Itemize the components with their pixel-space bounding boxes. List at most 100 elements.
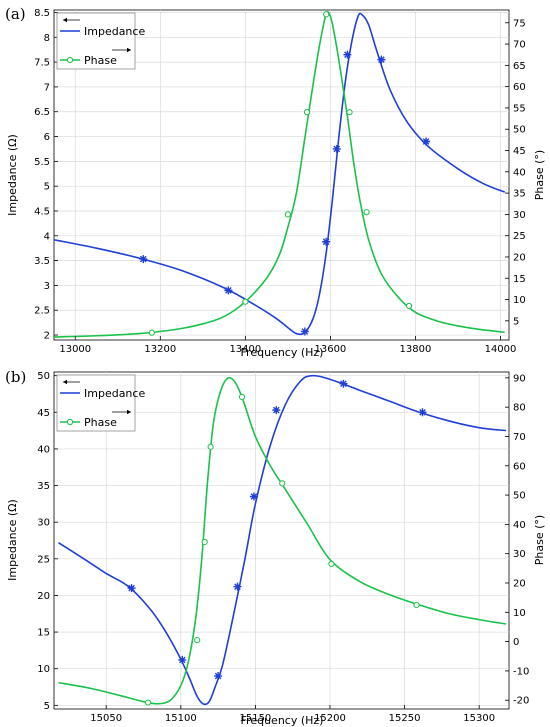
impedance-data-point-a [300,327,309,336]
y2-tick-label-a: 60 [513,82,526,93]
impedance-data-point-a [332,144,341,153]
x-tick-label-b: 15250 [389,713,421,724]
legend-arrowhead-right-b [127,409,131,415]
y2-tick-label-a: 45 [513,146,526,157]
y2-tick-label-b: -20 [513,696,529,707]
y-tick-label-b: 15 [37,628,50,639]
impedance-data-point-b [339,379,348,388]
y2-tick-label-a: 15 [513,274,526,285]
legend-a: Impedance Phase [56,12,145,70]
y2-tick-label-b: 80 [513,403,526,414]
x-tick-label-a: 13400 [229,344,261,355]
legend-phase-label-a: Phase [84,54,117,67]
ticks-b: 15050 15100 15150 15200 15250 15300 5 10 15 20 25 3… [37,371,529,724]
phase-data-point-b [144,699,152,706]
y2-tick-label-a: 30 [513,210,526,221]
x-tick-label-a: 13600 [314,344,346,355]
y2-tick-label-b: 60 [513,461,526,472]
y2-tick-label-a: 65 [513,61,526,72]
y2-tick-label-a: 70 [513,40,526,51]
phase-data-point-a [363,209,370,216]
y-tick-label-a: 3.5 [34,256,50,267]
y2-tick-label-b: 90 [513,373,526,384]
phase-data-point-b [279,480,286,487]
y2-tick-label-b: 30 [513,549,526,560]
legend-arrowhead-right-a [127,47,131,53]
chart-panel-a: 13000 13200 13400 13600 13800 14000 2 2.5 3 3.5 4 4… [5,5,546,359]
impedance-data-point-a [139,255,148,264]
phase-series-line-b [58,376,507,705]
y-tick-label-b: 40 [37,444,50,455]
y-tick-label-a: 3 [44,281,50,292]
phase-data-point-a [346,109,353,116]
x-tick-label-b: 15300 [463,713,495,724]
y2-axis-label-b: Phase (°) [533,515,546,565]
y2-tick-label-a: 5 [513,316,519,327]
y-tick-label-b: 45 [37,408,50,419]
y-axis-label-b: Impedance (Ω) [6,499,19,581]
y2-tick-label-b: 40 [513,520,526,531]
phase-data-point-a [284,211,291,218]
x-axis-label-a: Frequency (Hz) [241,346,324,359]
phase-data-point-b [413,601,420,609]
impedance-data-point-a [343,50,352,59]
y-tick-label-b: 35 [37,481,50,492]
legend-b: Impedance Phase [56,374,145,432]
grid-a [54,10,509,340]
series-group-a [54,11,506,338]
impedance-data-point-a [224,286,233,295]
phase-data-point-b [328,560,335,568]
phase-data-point-a [405,302,413,310]
legend-phase-marker-a [66,56,74,64]
impedance-data-point-a [377,55,386,64]
y-tick-label-b: 25 [37,554,50,565]
y-tick-label-a: 4 [44,231,50,242]
phase-series-line-a [54,11,505,338]
impedance-data-point-b [127,584,136,593]
y2-tick-label-a: 40 [513,167,526,178]
legend-impedance-label-b: Impedance [84,387,145,400]
y-tick-label-a: 2.5 [34,306,50,317]
y2-tick-label-b: 70 [513,432,526,443]
impedance-data-point-b [233,582,242,591]
x-tick-label-a: 13000 [59,344,91,355]
impedance-data-point-a [422,137,431,146]
phase-data-point-b [194,637,201,644]
x-tick-label-b: 15200 [314,713,346,724]
phase-data-point-a [148,329,155,336]
impedance-series-line-a [54,12,506,336]
y2-tick-label-b: 50 [513,491,526,502]
y-tick-label-a: 5 [44,182,50,193]
panel-label-b: (b) [5,368,26,386]
panel-label-a: (a) [5,5,26,23]
y2-tick-label-a: 50 [513,125,526,136]
legend-phase-marker-b [66,418,74,426]
x-tick-label-b: 15100 [165,713,197,724]
y2-tick-label-a: 10 [513,295,526,306]
impedance-series-line-b [58,374,507,706]
y-tick-label-a: 8.5 [34,8,50,19]
phase-data-point-a [323,11,330,18]
y-tick-label-a: 7.5 [34,58,50,69]
y2-tick-label-b: 20 [513,578,526,589]
y-tick-label-b: 5 [44,701,50,712]
y-tick-label-a: 6.5 [34,107,50,118]
y2-tick-label-a: 35 [513,189,526,200]
legend-phase-label-b: Phase [84,416,117,429]
phase-data-point-b [207,443,214,450]
phase-data-point-b [238,393,246,401]
x-tick-label-b: 15050 [90,713,122,724]
impedance-data-point-b [214,672,223,681]
y-tick-label-a: 7 [44,82,50,93]
y-tick-label-b: 20 [37,591,50,602]
impedance-data-point-b [249,492,258,501]
y-tick-label-a: 2 [44,331,50,342]
impedance-data-point-b [418,408,427,417]
y2-tick-label-b: 0 [513,637,519,648]
impedance-data-point-b [178,655,187,664]
y-tick-label-a: 4.5 [34,206,50,217]
impedance-data-point-a [322,237,331,246]
x-tick-label-b: 15150 [239,713,271,724]
legend-arrowhead-left-b [63,379,67,385]
